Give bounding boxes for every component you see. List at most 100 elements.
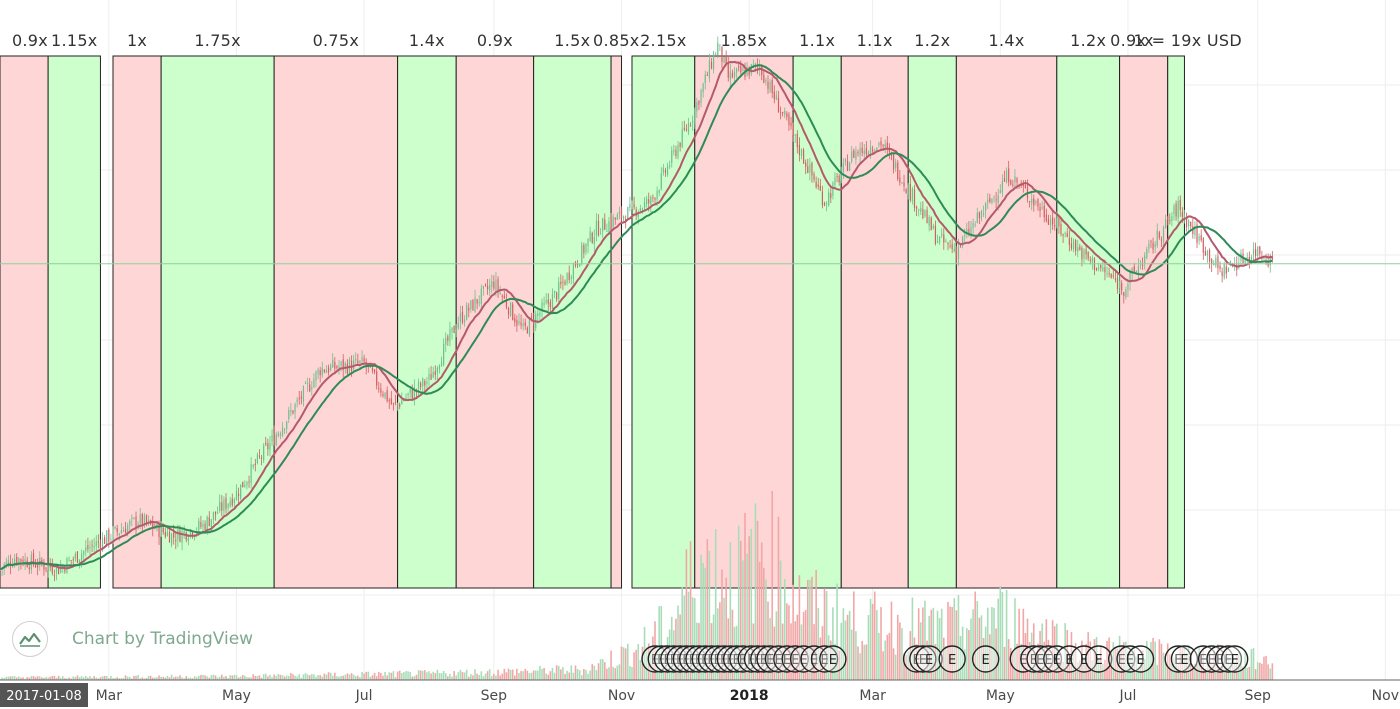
earnings-marker-circle <box>1189 645 1217 673</box>
volume-bar <box>338 676 340 680</box>
candle-body <box>1271 256 1273 260</box>
volume-bar <box>1041 623 1043 680</box>
volume-bar <box>350 673 353 680</box>
candle-body <box>620 209 623 219</box>
volume-bar <box>620 646 623 680</box>
candle-body <box>267 443 269 450</box>
candle-body <box>805 162 807 167</box>
candle-body <box>1064 232 1066 234</box>
volume-bar <box>829 640 832 680</box>
candle-body <box>1056 218 1058 227</box>
volume-bar <box>279 674 282 680</box>
volume-bar <box>344 674 347 680</box>
volume-bar <box>177 676 179 680</box>
candle-body <box>918 209 920 211</box>
time-axis-tick-label: Sep <box>1245 688 1272 704</box>
volume-bar <box>463 672 466 680</box>
volume-bar <box>1118 635 1121 680</box>
candle-body <box>78 559 81 564</box>
volume-bar <box>1225 649 1228 680</box>
candle-body <box>1135 271 1137 273</box>
volume-bar <box>907 651 910 680</box>
earnings-marker: E <box>810 645 839 673</box>
volume-bar <box>957 595 960 680</box>
candle-body <box>233 499 235 503</box>
volume-bar <box>1045 619 1048 680</box>
volume-bar <box>850 629 853 680</box>
volume-bar <box>15 677 18 680</box>
candle-body <box>681 129 683 148</box>
candle-body <box>1244 258 1246 265</box>
earnings-marker-label: E <box>783 653 791 668</box>
candle-body <box>246 481 248 486</box>
volume-bar <box>840 622 843 680</box>
start-date-badge-bg <box>0 683 88 707</box>
volume-bar <box>1160 643 1163 680</box>
earnings-marker-circle <box>1206 645 1234 673</box>
tradingview-watermark[interactable]: Chart by TradingView <box>12 621 253 657</box>
volume-bar <box>319 675 321 680</box>
volume-bar <box>1066 629 1069 680</box>
candle-body <box>1169 219 1171 221</box>
period-multiplier-label-2: 1.15x <box>51 31 98 50</box>
candle-body <box>1183 214 1186 219</box>
volume-bar <box>331 675 334 680</box>
volume-bar <box>363 673 365 680</box>
volume-bar <box>116 677 118 680</box>
candle-body <box>1072 240 1075 250</box>
candle-body <box>623 216 625 220</box>
candle-body <box>767 82 769 89</box>
volume-bar <box>241 675 244 680</box>
candle-body <box>1014 176 1016 183</box>
candle-body <box>296 399 298 403</box>
volume-bar <box>195 677 198 680</box>
candle-body <box>1066 233 1068 238</box>
start-date-badge: 2017-01-08 <box>0 683 88 707</box>
candle-body <box>1206 250 1209 256</box>
volume-bar <box>214 675 217 680</box>
candle-body <box>968 228 970 235</box>
earnings-marker-circle <box>800 645 828 673</box>
candle-body <box>1158 232 1160 238</box>
volume-bar <box>361 671 363 680</box>
volume-bar <box>206 676 208 680</box>
moving-average-line-2 <box>0 64 1273 570</box>
earnings-markers[interactable]: EEEEEEEEEEEEEEEEEEEEEEEEEEEEEEEEEEEEEEEE… <box>641 645 1249 673</box>
volume-bar <box>551 667 554 680</box>
candle-body <box>719 44 721 46</box>
candle-body <box>1211 259 1213 265</box>
volume-bar <box>955 610 958 680</box>
volume-bar <box>677 605 679 680</box>
candle-body <box>539 312 541 316</box>
candle-body <box>823 202 826 206</box>
volume-bar <box>84 675 87 680</box>
candle-body <box>1062 234 1064 236</box>
volume-bar <box>1035 653 1037 680</box>
volume-bar <box>112 678 114 680</box>
volume-bar <box>702 562 704 680</box>
volume-bar <box>970 618 972 680</box>
volume-bar <box>989 634 991 680</box>
candle-body <box>604 219 606 230</box>
candle-body <box>1127 283 1129 290</box>
earnings-marker-circle <box>750 645 778 673</box>
candle-body <box>363 358 365 362</box>
volume-bar <box>771 490 773 680</box>
volume-bar <box>668 629 671 680</box>
volume-bar <box>403 672 405 680</box>
volume-bar <box>524 668 527 680</box>
volume-bar <box>882 651 884 680</box>
candle-body <box>673 149 675 152</box>
earnings-marker-label: E <box>1118 653 1126 668</box>
candle-body <box>7 559 9 564</box>
candle-body <box>794 134 796 136</box>
volume-bar <box>1106 641 1108 680</box>
period-multiplier-label-4: 1.75x <box>194 31 241 50</box>
candle-body <box>198 520 200 531</box>
candle-body <box>826 203 828 205</box>
candle-body <box>68 559 70 561</box>
time-axis[interactable]: Mar May Jul Sep Nov 2018 Mar May Jul Sep Nov 2017-0… <box>0 679 1400 707</box>
candle-body <box>650 196 652 205</box>
